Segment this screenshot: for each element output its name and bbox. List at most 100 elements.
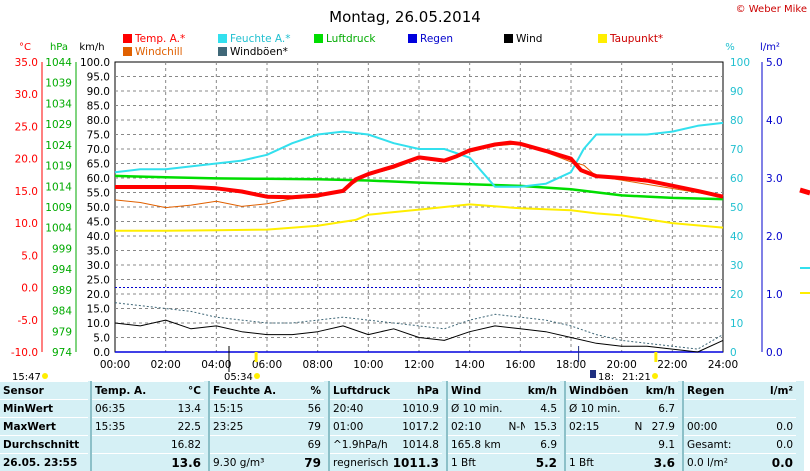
time-tick-label: 08:00 — [303, 359, 333, 371]
pressure-current-value: 1011.3 — [389, 453, 442, 471]
time-markers — [228, 187, 810, 372]
humidity-max-time: 23:25 — [210, 417, 302, 435]
gust-avg-value: 9.1 — [642, 435, 678, 453]
temp-current-value: 13.6 — [167, 453, 204, 471]
wind-column: Wind km/h Ø 10 min. 4.5 02:10 N-NO 15.3 … — [446, 381, 560, 471]
time-tick-label: 22:00 — [657, 359, 687, 371]
axis-ticks: 35.0 30.0 25.0 20.0 15.0 10.0 5.0 0.0 -5.0 -10.0 1… — [11, 57, 783, 371]
pressure-unit: hPa — [389, 381, 442, 399]
pressure-tick-label: 1034 — [45, 98, 72, 110]
rain-axis-unit: l/m² — [760, 42, 780, 53]
temp-current-note — [92, 453, 168, 471]
wind-tick-label: 55.0 — [87, 188, 110, 200]
wind-tick-label: 80.0 — [87, 115, 110, 127]
grid — [115, 62, 723, 352]
table-background — [0, 381, 804, 471]
humidity-tick-label: 60 — [730, 173, 743, 185]
humidity-tick-label: 0 — [730, 347, 737, 359]
legend-swatch — [598, 34, 607, 43]
pressure-tick-label: 989 — [52, 285, 72, 297]
humidity-min-time: 15:15 — [210, 399, 302, 417]
legend-label: Feuchte A.* — [230, 33, 291, 45]
humidity-tick-label: 70 — [730, 144, 743, 156]
rain-header: Regen — [684, 381, 768, 399]
legend-label: Regen — [420, 33, 453, 45]
wind-tick-label: 95.0 — [87, 72, 110, 84]
wind-tick-label: 70.0 — [87, 144, 110, 156]
legend-label: Windböen* — [230, 46, 288, 58]
humidity-tick-label: 50 — [730, 202, 743, 214]
temp-tick-label: 0.0 — [21, 283, 38, 295]
wind-max-time: 02:10 — [448, 417, 506, 435]
wind-beaufort: 1 Bft — [448, 453, 506, 471]
temp-avg-time — [92, 435, 168, 453]
wind-unit: km/h — [524, 381, 560, 399]
time-tick-label: 18:00 — [556, 359, 586, 371]
pressure-forecast: regnerisch — [330, 453, 390, 471]
humidity-header: Feuchte A. — [210, 381, 302, 399]
legend-swatch — [123, 47, 132, 56]
row-label-min: MinWert — [0, 399, 88, 417]
rain-max-time: 00:00 — [684, 417, 768, 435]
gust-max-time: 02:15 — [566, 417, 632, 435]
rain-tick-label: 4.0 — [766, 115, 783, 127]
rain-current-rate: 0.0 l/m² — [684, 453, 768, 471]
rain-column: Regen l/m² 00:00 0.0 Gesamt: 0.0 0.0 l/m… — [682, 381, 796, 471]
gust-unit: km/h — [642, 381, 678, 399]
temp-tick-label: 5.0 — [21, 250, 38, 262]
wind-tick-label: 75.0 — [87, 130, 110, 142]
humidity-min-value: 56 — [301, 399, 324, 417]
temp-max-value: 22.5 — [167, 417, 204, 435]
pressure-tick-label: 1024 — [45, 140, 72, 152]
chart-title: Montag, 26.05.2014 — [329, 8, 481, 26]
pressure-column: Luftdruck hPa 20:40 1010.9 01:00 1017.2 … — [328, 381, 442, 471]
temp-tick-label: 35.0 — [15, 57, 38, 69]
time-tick-label: 14:00 — [455, 359, 485, 371]
pressure-tick-label: 1014 — [45, 181, 72, 193]
wind-tick-label: 25.0 — [87, 275, 110, 287]
pressure-tick-label: 984 — [52, 306, 72, 318]
wind-avg-value: 6.9 — [524, 435, 560, 453]
temp-axis-unit: °C — [19, 42, 31, 53]
pressure-avg-value: 1014.8 — [389, 435, 442, 453]
wind-tick-label: 65.0 — [87, 159, 110, 171]
temp-unit: °C — [167, 381, 204, 399]
temp-tick-label: 20.0 — [15, 154, 38, 166]
time-tick-label: 06:00 — [252, 359, 282, 371]
time-tick-label: 20:00 — [607, 359, 637, 371]
pressure-max-value: 1017.2 — [389, 417, 442, 435]
pressure-tick-label: 974 — [52, 347, 72, 359]
humidity-column: Feuchte A. % 15:15 56 23:25 79 69 9.30 g… — [208, 381, 324, 471]
sunset-time: 21:21 — [622, 372, 651, 381]
wind-tick-label: 60.0 — [87, 173, 110, 185]
series-line-feuchtea — [114, 121, 724, 188]
time-tick-label: 16:00 — [505, 359, 535, 371]
humidity-tick-label: 20 — [730, 289, 743, 301]
legend-label: Windchill — [135, 46, 183, 58]
wind-min-value: 4.5 — [524, 399, 560, 417]
legend-swatch — [504, 34, 513, 43]
humidity-tick-label: 90 — [730, 86, 743, 98]
pressure-tick-label: 1009 — [45, 202, 72, 214]
pressure-tick-label: 994 — [52, 264, 72, 276]
gust-beaufort: 1 Bft — [566, 453, 632, 471]
humidity-tick-label: 100 — [730, 57, 750, 69]
moon-icon — [590, 370, 596, 378]
wind-axis-unit: km/h — [79, 42, 104, 53]
edge-temp-fragment — [799, 187, 810, 196]
rain-total-value: 0.0 — [767, 435, 796, 453]
pressure-min-time: 20:40 — [330, 399, 390, 417]
row-label-current: 26.05. 23:55 — [0, 453, 88, 471]
rain-tick-label: 5.0 — [766, 57, 783, 69]
sunrise-time: 05:34 — [224, 372, 253, 381]
pressure-min-value: 1010.9 — [389, 399, 442, 417]
time-tick-label: 12:00 — [404, 359, 434, 371]
pressure-tick-label: 1039 — [45, 78, 72, 90]
pressure-tick-label: 1004 — [45, 223, 72, 235]
series-lines — [114, 121, 724, 353]
temp-tick-label: 10.0 — [15, 218, 38, 230]
humidity-unit: % — [301, 381, 324, 399]
wind-tick-label: 15.0 — [87, 304, 110, 316]
series-line-tempa — [115, 140, 724, 200]
humidity-abs-value: 9.30 g/m³ — [210, 453, 302, 471]
